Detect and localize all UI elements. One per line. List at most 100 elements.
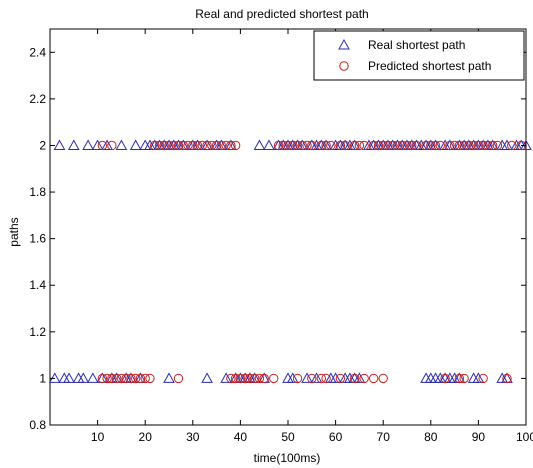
predicted-path-point (273, 140, 284, 151)
predicted-path-point (97, 373, 108, 384)
predicted-path-point (473, 140, 484, 151)
predicted-path-point (126, 373, 136, 384)
data-marks (48, 139, 532, 384)
legend-label: Predicted shortest path (368, 59, 491, 73)
predicted-path-point (449, 140, 460, 151)
predicted-path-point (107, 373, 117, 384)
predicted-path-point (421, 140, 431, 151)
real-path-point (101, 139, 113, 150)
predicted-path-point (430, 140, 441, 151)
real-path-point (82, 139, 94, 150)
predicted-path-point (459, 373, 469, 384)
predicted-path-point (307, 140, 317, 151)
predicted-path-point (487, 140, 498, 151)
real-path-point (220, 372, 232, 383)
legend-label: Real shortest path (368, 38, 465, 52)
predicted-path-point (97, 140, 108, 151)
real-path-point (501, 139, 513, 150)
predicted-path-point (173, 140, 184, 151)
real-path-point (329, 372, 342, 383)
predicted-path-point (302, 140, 312, 151)
predicted-path-point (292, 140, 303, 151)
legend-box (313, 30, 525, 81)
predicted-path-point (278, 140, 288, 151)
predicted-path-point (507, 140, 517, 151)
predicted-path-point (368, 373, 379, 384)
predicted-path-point (435, 140, 446, 151)
real-path-point (91, 139, 104, 150)
predicted-path-point (316, 140, 327, 151)
predicted-path-point (145, 373, 155, 384)
predicted-path-point (307, 373, 317, 384)
predicted-path-point (188, 140, 198, 151)
predicted-path-point (349, 140, 360, 151)
predicted-path-point (378, 140, 388, 151)
y-tick-label: 2 (39, 138, 46, 152)
predicted-path-point (211, 140, 222, 151)
x-tick-label: 20 (139, 430, 153, 444)
predicted-path-point (359, 373, 369, 384)
real-path-point (53, 139, 66, 150)
predicted-path-point (354, 140, 365, 151)
predicted-path-point (445, 140, 455, 151)
legend-circle-icon (339, 61, 349, 71)
predicted-path-point (292, 373, 303, 384)
predicted-path-point (392, 140, 403, 151)
predicted-path-point (407, 140, 417, 151)
predicted-path-point (178, 140, 188, 151)
series-circle-points (97, 140, 526, 384)
predicted-path-point (373, 140, 384, 151)
predicted-path-point (183, 140, 193, 151)
real-path-point (163, 372, 175, 383)
x-tick-label: 60 (329, 430, 343, 444)
y-tick-label: 2.2 (29, 92, 46, 106)
predicted-path-point (411, 140, 422, 151)
y-tick-label: 1.6 (29, 232, 46, 246)
predicted-path-point (464, 140, 474, 151)
real-path-point (286, 372, 299, 383)
predicted-path-point (321, 140, 331, 151)
predicted-path-point (216, 140, 227, 151)
predicted-path-point (478, 373, 488, 384)
predicted-path-point (402, 140, 412, 151)
predicted-path-point (502, 373, 512, 384)
predicted-path-point (288, 140, 298, 151)
predicted-path-point (283, 140, 293, 151)
x-tick-label: 50 (281, 430, 295, 444)
real-path-point (472, 372, 485, 383)
predicted-path-point (378, 373, 388, 384)
y-tick-label: 0.8 (29, 418, 46, 432)
predicted-path-point (269, 373, 279, 384)
predicted-path-point (169, 140, 179, 151)
predicted-path-point (440, 373, 450, 384)
predicted-path-point (483, 140, 493, 151)
y-tick-label: 1 (39, 371, 46, 385)
y-axis-title: paths (7, 217, 21, 246)
predicted-path-point (426, 140, 436, 151)
predicted-path-point (102, 373, 112, 384)
predicted-path-point (368, 140, 379, 151)
chart-title: Real and predicted shortest path (195, 7, 368, 21)
y-tick-label: 1.2 (29, 325, 46, 339)
predicted-path-point (230, 140, 241, 151)
x-tick-label: 40 (234, 430, 248, 444)
predicted-path-point (140, 373, 150, 384)
predicted-path-point (202, 140, 212, 151)
plot-frame (49, 28, 527, 426)
predicted-path-point (492, 140, 503, 151)
predicted-path-point (197, 140, 208, 151)
predicted-path-point (221, 140, 231, 151)
predicted-path-point (321, 373, 331, 384)
predicted-path-point (192, 140, 203, 151)
y-tick-label: 1.8 (29, 185, 46, 199)
predicted-path-point (388, 140, 398, 151)
x-tick-label: 90 (472, 430, 486, 444)
predicted-path-point (130, 373, 141, 384)
x-tick-label: 80 (424, 430, 438, 444)
real-path-point (310, 372, 323, 383)
predicted-path-point (326, 140, 336, 151)
real-path-point (115, 139, 128, 150)
plot-area (49, 28, 527, 426)
real-path-point (301, 372, 313, 383)
